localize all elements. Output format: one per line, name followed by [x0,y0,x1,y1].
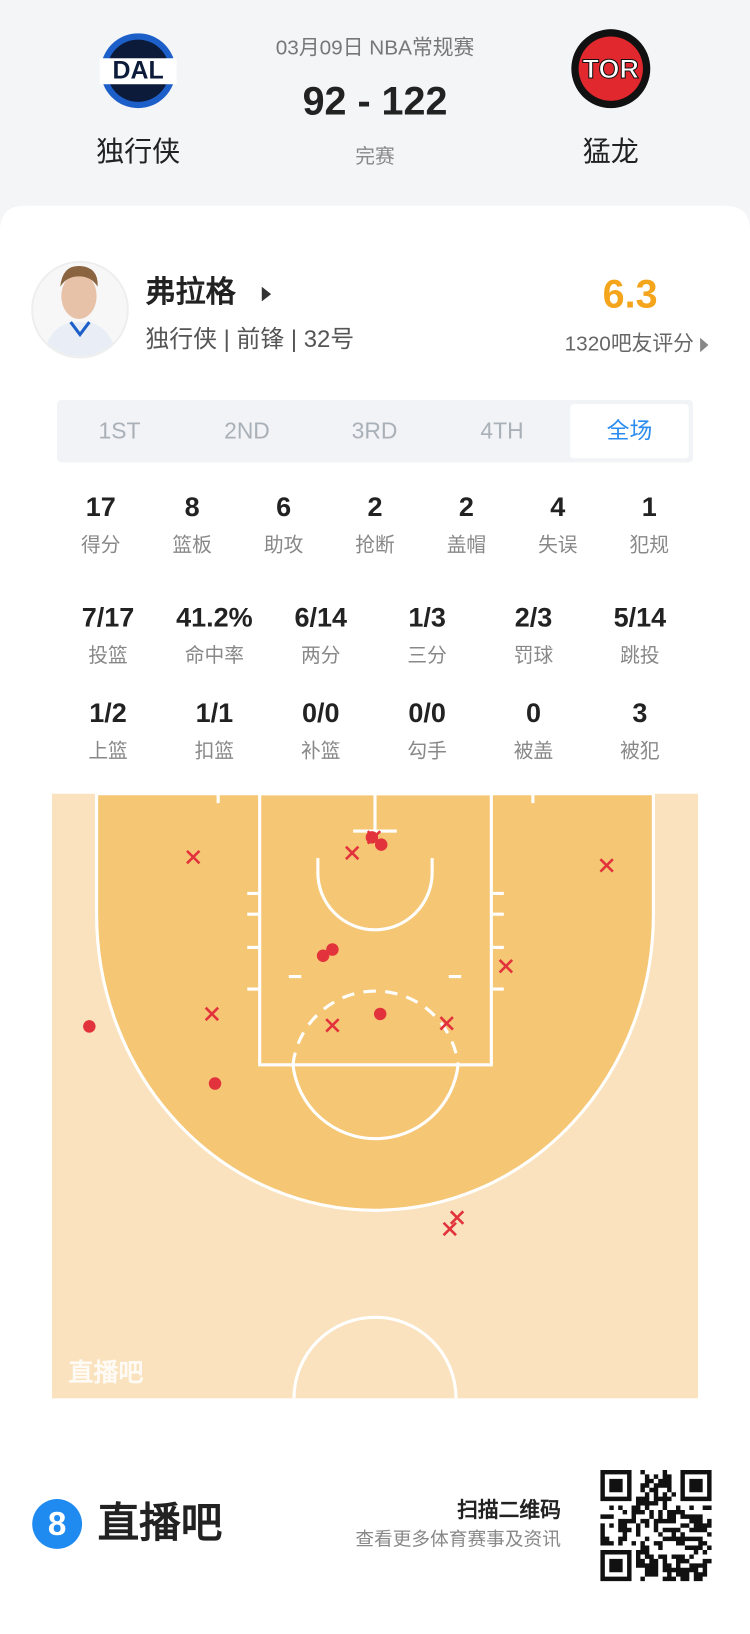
stat-value: 2 [367,492,382,522]
shot-made [208,1077,222,1090]
tab[interactable]: 全场 [607,417,653,443]
stat-value: 0 [526,698,541,728]
stat-label: 两分 [301,645,340,667]
tab[interactable]: 3RD [352,417,398,443]
shot-made [83,1020,96,1033]
away-logo: TOR [571,29,651,109]
shot-chart: 直播吧 [51,792,699,1399]
rating: 6.3 [603,273,658,317]
stat-label: 抢断 [355,535,394,557]
shot-missed [325,1018,340,1033]
stat-label: 助攻 [264,535,304,557]
stat-label: 三分 [407,645,446,667]
stat-label: 盖帽 [447,535,486,557]
shot-made [373,1007,387,1021]
tab-selected-bg [570,404,689,459]
stat-label: 失误 [538,535,578,557]
shot-missed [449,1210,465,1225]
stat-value: 1/3 [408,602,446,632]
shot-missed [204,1006,220,1022]
tab[interactable]: 1ST [99,417,141,443]
stat-label: 投篮 [88,645,127,667]
scan-text: 扫描二维码 [457,1498,561,1522]
player-arrow[interactable] [261,286,272,302]
stat-value: 2/3 [515,602,553,632]
stat-value: 8 [185,492,200,522]
shot-missed [442,1221,457,1237]
rating-arrow[interactable] [700,337,709,353]
three-point-area [95,792,655,1212]
home-team-name: 独行侠 [96,136,180,167]
stat-value: 0/0 [408,698,446,728]
footer-brand: 直播吧 [98,1499,223,1546]
shot-made [326,943,339,956]
stat-value: 0/0 [302,698,340,728]
shot-missed [366,830,382,845]
shot-missed [186,849,201,865]
shot-made [365,831,379,844]
stat-value: 3 [632,698,647,728]
shot-missed [599,858,614,873]
watermark: 直播吧 [69,1359,144,1387]
stat-value: 6/14 [294,602,347,632]
shot-made [316,949,330,963]
stat-label: 被犯 [620,740,660,762]
stat-label: 补篮 [301,740,340,762]
stat-value: 1/2 [89,698,127,728]
player-avatar[interactable] [31,260,129,364]
away-team-name: 猛龙 [583,136,639,167]
stat-label: 犯规 [630,535,669,557]
player-name[interactable]: 弗拉格 [145,275,236,309]
stat-value: 7/17 [82,602,135,632]
stat-label: 上篮 [88,740,127,762]
status: 完赛 [355,146,395,168]
date-league: 03月09日 NBA常规赛 [276,36,475,59]
more-text: 查看更多体育赛事及资讯 [355,1529,561,1550]
stat-label: 勾手 [407,740,446,762]
shots [83,830,614,1237]
stat-label: 篮板 [172,535,212,557]
player-info: 独行侠 | 前锋 | 32号 [145,326,354,353]
home-logo-text: DAL [113,56,164,84]
tab[interactable]: 2ND [224,417,270,443]
footer-logo-circle [32,1499,83,1549]
stat-value: 41.2% [176,602,253,632]
score: 92 - 122 [303,79,448,123]
stat-label: 扣篮 [195,740,234,762]
shot-missed [498,959,514,974]
stat-value: 1 [642,492,657,522]
away-logo-text: TOR [583,54,640,84]
stat-value: 4 [550,492,565,522]
stat-value: 17 [86,492,116,522]
court-lines [216,792,535,1399]
stat-label: 命中率 [185,645,244,667]
shot-missed [344,845,360,861]
tab[interactable]: 4TH [480,417,523,443]
shot-missed [439,1016,454,1031]
qr-code [600,1469,712,1582]
stat-value: 1/1 [196,698,234,728]
home-logo: DAL [99,33,177,109]
stat-value: 6 [276,492,291,522]
tab-bar [57,400,693,463]
stat-label: 得分 [81,535,120,557]
stat-label: 罚球 [514,645,554,667]
stat-value: 2 [459,492,474,522]
rating-label[interactable]: 1320吧友评分 [565,332,694,355]
stat-value: 5/14 [614,602,667,632]
stat-label: 跳投 [620,645,659,667]
stat-label: 被盖 [514,740,553,762]
footer-logo: 8 [48,1506,66,1543]
